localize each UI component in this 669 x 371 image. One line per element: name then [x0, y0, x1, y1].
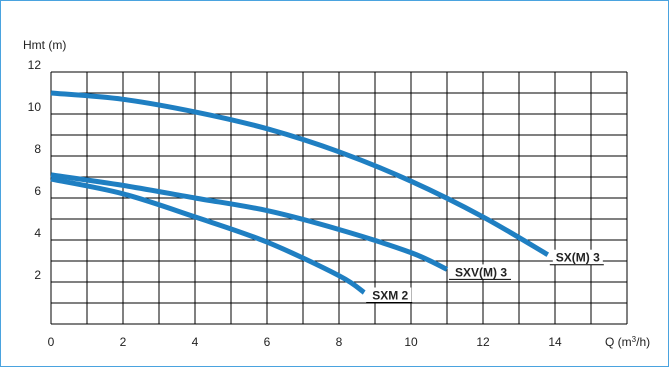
x-tick-label: 10	[404, 335, 418, 349]
x-tick-label: 6	[264, 335, 271, 349]
curve-sxm-2	[50, 176, 366, 295]
curve-label-background	[452, 264, 511, 280]
x-tick-label: 12	[476, 335, 490, 349]
curve-label-sxv-m-3: SXV(M) 3	[455, 265, 507, 279]
x-tick-label: 8	[336, 335, 343, 349]
y-tick-label: 8	[34, 142, 41, 156]
y-tick-label: 6	[34, 184, 41, 198]
chart-grid	[50, 71, 628, 325]
curve-label-background	[552, 249, 603, 265]
y-axis-title: Hmt (m)	[23, 38, 66, 52]
x-tick-label: 4	[192, 335, 199, 349]
chart-ticks: 0 2 4 6 8 10 12 14 2 4 6 8 10 12	[28, 58, 562, 349]
curve-label-background	[369, 287, 412, 303]
curve-sxv-m-3	[50, 172, 449, 272]
curve-label-sxm-2: SXM 2	[372, 289, 408, 303]
curve-label-sx-m-3: SX(M) 3	[556, 251, 600, 265]
x-tick-label: 0	[48, 335, 55, 349]
y-tick-label: 10	[28, 100, 42, 114]
x-tick-label: 2	[120, 335, 127, 349]
y-tick-label: 2	[34, 268, 41, 282]
curve-sx-m-3	[50, 90, 550, 257]
y-tick-label: 12	[28, 58, 42, 72]
x-tick-label: 14	[548, 335, 562, 349]
x-axis-title: Q (m3/h)	[605, 335, 650, 349]
chart-curves	[50, 90, 550, 295]
chart-curve-labels: SX(M) 3 SXV(M) 3 SXM 2	[366, 249, 604, 303]
y-tick-label: 4	[34, 226, 41, 240]
